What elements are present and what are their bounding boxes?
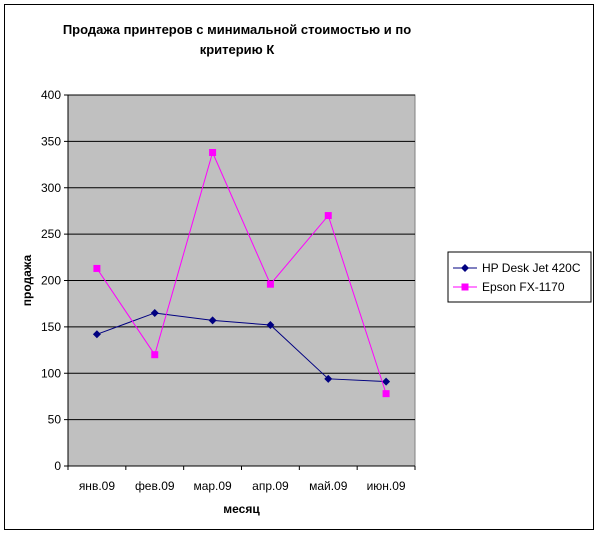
legend-marker-diamond (461, 264, 469, 272)
y-tick-label: 350 (41, 134, 61, 148)
y-tick-label: 100 (41, 366, 61, 380)
data-point-square (93, 264, 101, 272)
data-point-diamond (150, 308, 159, 317)
y-axis-label: продажа (20, 254, 34, 306)
legend-label: HP Desk Jet 420C (482, 261, 581, 275)
x-axis-label: месяц (223, 502, 260, 516)
y-tick-label: 150 (41, 320, 61, 334)
x-tick-label: фев.09 (135, 479, 175, 493)
x-tick-label: апр.09 (252, 479, 289, 493)
x-tick-label: май.09 (309, 479, 348, 493)
y-tick-label: 200 (41, 274, 61, 288)
data-point-diamond (92, 330, 101, 339)
data-point-square (266, 280, 274, 288)
series-line (96, 151, 387, 394)
series-line (96, 312, 387, 383)
y-tick-label: 400 (41, 88, 61, 102)
y-tick-label: 0 (54, 459, 61, 473)
x-tick-label: июн.09 (367, 479, 406, 493)
legend-marker-square (461, 283, 469, 291)
y-tick-label: 50 (48, 413, 62, 427)
data-point-diamond (382, 377, 391, 386)
chart-title-line: критерию К (200, 42, 275, 57)
chart-frame (4, 4, 594, 530)
data-point-diamond (208, 316, 217, 325)
data-point-square (209, 149, 217, 157)
x-tick-label: мар.09 (193, 479, 232, 493)
data-point-square (151, 351, 159, 359)
y-tick-label: 250 (41, 227, 61, 241)
legend-label: Epson FX-1170 (482, 280, 565, 294)
data-point-diamond (266, 321, 275, 330)
chart-title-line: Продажа принтеров с минимальной стоимост… (63, 22, 411, 37)
data-point-square (382, 390, 390, 398)
y-tick-label: 300 (41, 181, 61, 195)
data-point-diamond (324, 374, 333, 383)
data-point-square (324, 212, 332, 220)
x-tick-label: янв.09 (79, 479, 116, 493)
legend (447, 251, 592, 303)
